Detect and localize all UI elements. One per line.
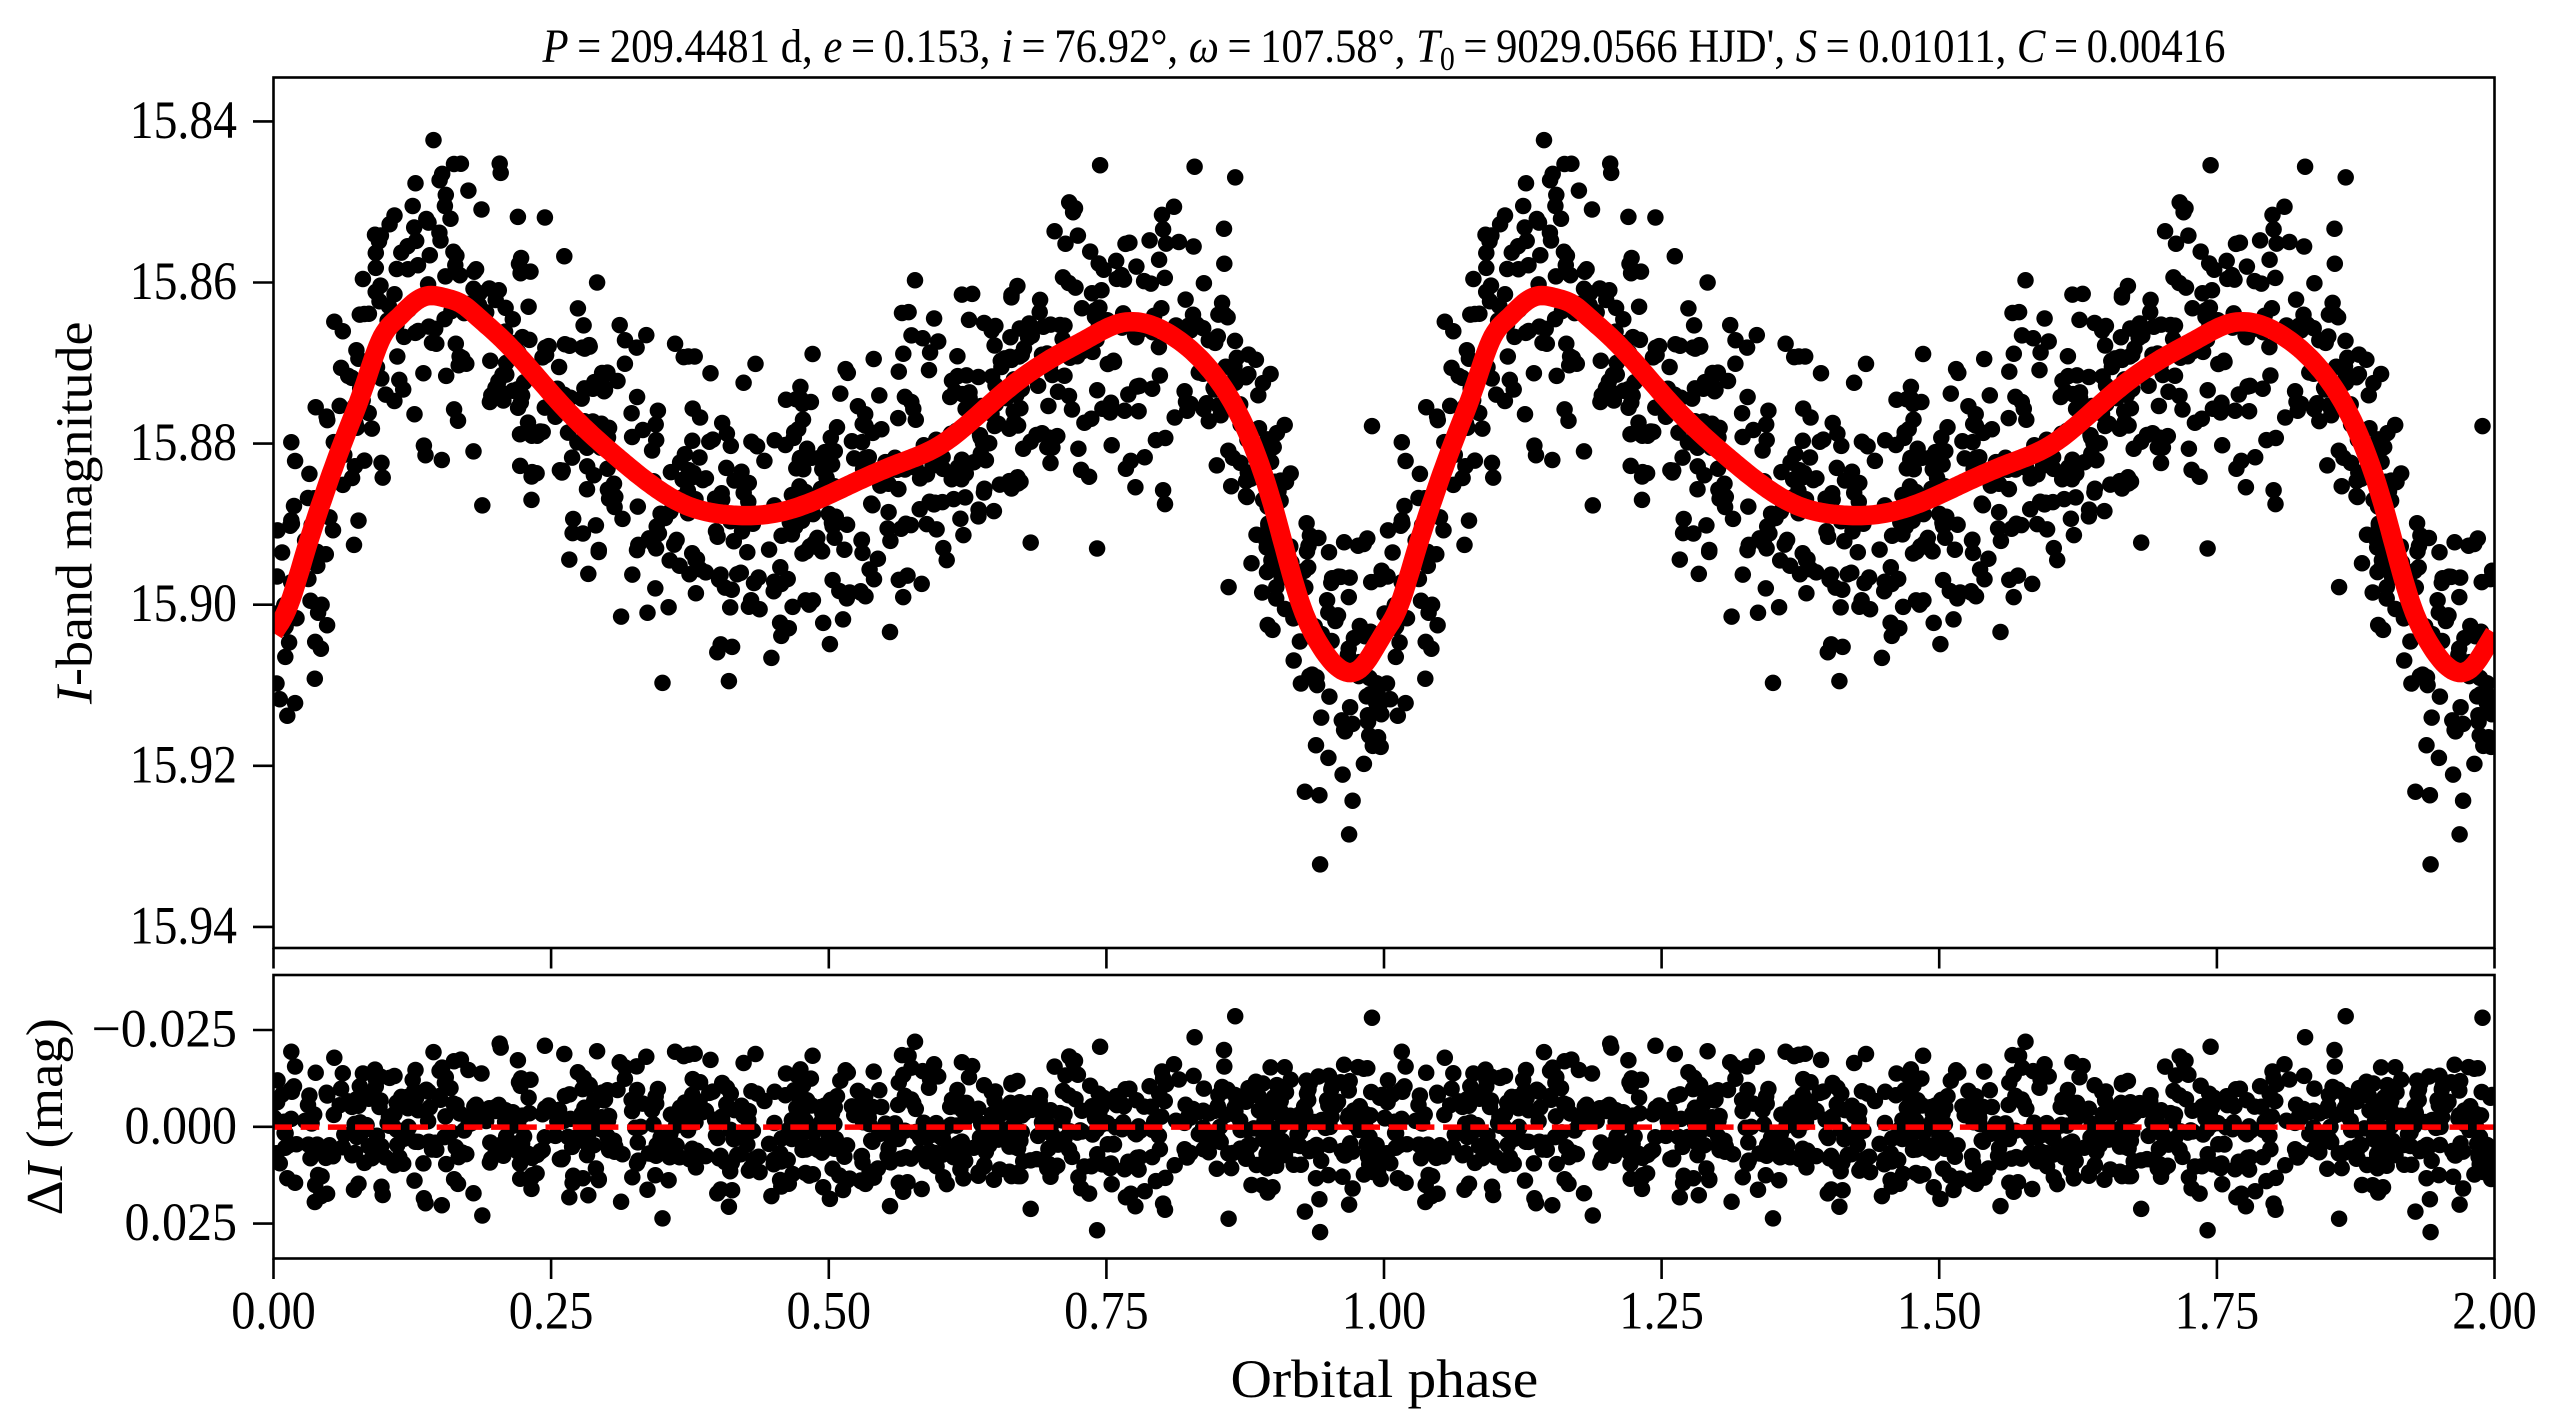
svg-text:1.25: 1.25: [1619, 1282, 1704, 1341]
svg-text:0.000: 0.000: [124, 1097, 237, 1156]
svg-text:15.86: 15.86: [130, 251, 237, 310]
svg-text:P = 209.4481 d, e = 0.153, i =: P = 209.4481 d, e = 0.153, i = 76.92°, ω…: [542, 20, 2226, 77]
svg-text:ΔI (mag): ΔI (mag): [17, 1018, 73, 1215]
svg-text:2.00: 2.00: [2452, 1282, 2537, 1341]
svg-text:15.94: 15.94: [130, 896, 237, 955]
svg-text:Orbital phase: Orbital phase: [1230, 1350, 1538, 1410]
svg-text:0.75: 0.75: [1064, 1282, 1149, 1341]
svg-text:15.90: 15.90: [130, 574, 237, 633]
svg-text:0.50: 0.50: [786, 1282, 871, 1341]
svg-text:1.50: 1.50: [1897, 1282, 1982, 1341]
svg-text:1.00: 1.00: [1342, 1282, 1427, 1341]
svg-text:0.025: 0.025: [124, 1194, 237, 1253]
svg-text:15.92: 15.92: [130, 735, 237, 794]
svg-text:0.00: 0.00: [231, 1282, 316, 1341]
svg-text:−0.025: −0.025: [92, 1000, 237, 1059]
svg-text:0.25: 0.25: [509, 1282, 594, 1341]
svg-text:15.88: 15.88: [130, 413, 237, 472]
svg-text:1.75: 1.75: [2175, 1282, 2260, 1341]
svg-text:I-band magnitude: I-band magnitude: [47, 321, 104, 705]
svg-text:15.84: 15.84: [130, 90, 237, 149]
